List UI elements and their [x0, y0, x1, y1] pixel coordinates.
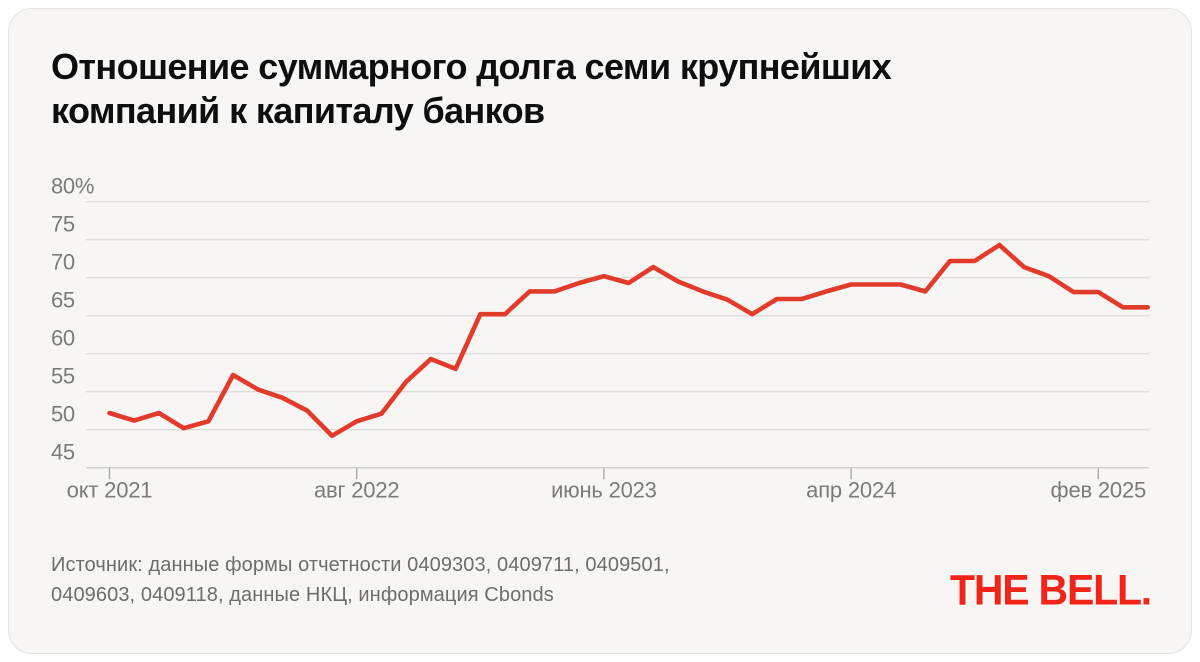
x-axis-label: июнь 2023 — [551, 478, 657, 503]
x-axis-label: авг 2022 — [314, 478, 399, 503]
y-axis-label: 65 — [51, 288, 75, 313]
source-note-line2: 0409603, 0409118, данные НКЦ, информация… — [51, 584, 554, 606]
y-axis-label: 60 — [51, 326, 75, 351]
chart-title: Отношение суммарного долга семи крупнейш… — [51, 45, 1131, 133]
y-axis-label: 50 — [51, 402, 75, 427]
source-note-line1: Источник: данные формы отчетности 040930… — [51, 554, 670, 576]
debt-ratio-line — [107, 242, 1150, 439]
x-axis-label: фев 2025 — [1051, 478, 1146, 503]
chart-title-line2: компаний к капиталу банков — [51, 90, 545, 131]
x-axis-label: апр 2024 — [806, 478, 896, 503]
chart-card: Отношение суммарного долга семи крупнейш… — [8, 8, 1192, 654]
y-axis-label: 55 — [51, 364, 75, 389]
x-axis-label: окт 2021 — [67, 478, 153, 503]
y-axis-label: 75 — [51, 212, 75, 237]
y-axis-label: 45 — [51, 440, 75, 465]
y-axis-label: 80% — [51, 174, 94, 199]
y-axis-label: 70 — [51, 250, 75, 275]
source-note: Источник: данные формы отчетности 040930… — [51, 550, 670, 610]
line-chart: 80% 75 70 65 60 55 50 45 окт 2021 авг 2022 июнь 20… — [51, 174, 1150, 503]
chart-title-line1: Отношение суммарного долга семи крупнейш… — [51, 46, 892, 87]
the-bell-logo: THE BELL. — [949, 566, 1152, 614]
